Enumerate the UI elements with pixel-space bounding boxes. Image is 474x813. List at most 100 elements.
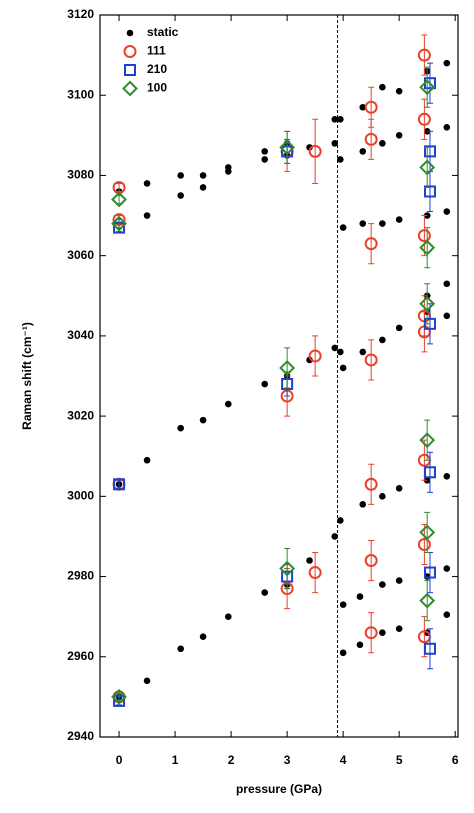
error-bar [284,347,291,389]
data-point [423,145,436,158]
error-bar [368,463,375,505]
error-bar [312,118,319,184]
data-point [339,224,347,231]
data-point [419,524,436,541]
data-point [261,589,269,596]
data-point [177,424,184,432]
data-point [443,124,451,131]
data-point [279,139,296,156]
y-tick-label: 3040 [67,328,94,342]
data-point [199,633,207,641]
error-bar [421,523,428,566]
data-point [339,649,347,657]
data-point [423,466,436,479]
data-point [339,364,347,372]
data-point [337,348,344,356]
x-tick-label: 6 [452,753,459,767]
data-point [364,554,378,568]
data-point [224,400,232,408]
error-bar [116,182,123,192]
error-bar [424,580,431,622]
data-point [379,83,386,91]
legend-label: 100 [147,81,167,95]
data-point [419,295,436,312]
data-point [364,100,378,114]
data-point [419,432,436,449]
data-point [199,416,207,424]
error-bar [424,227,431,269]
data-point [395,485,403,492]
data-point [379,220,386,227]
data-point [143,677,151,685]
data-point [111,191,127,208]
data-point [423,642,436,655]
error-bar [368,118,375,160]
error-bar [421,215,428,257]
legend-label: 111 [147,44,166,58]
y-tick-label: 2980 [67,569,94,583]
data-point [419,79,436,96]
y-tick-label: 2940 [67,729,94,743]
error-bar [421,98,428,140]
x-tick-label: 2 [228,753,235,767]
data-point [364,477,378,491]
error-bar [426,551,433,594]
data-point [261,156,269,163]
y-tick-label: 2960 [67,649,94,663]
legend-marker [122,80,138,97]
legend-marker [124,64,136,76]
data-point [359,220,367,227]
error-bar [312,551,319,594]
error-bar [284,547,291,590]
data-point [356,593,364,600]
error-bar [421,311,428,353]
data-point [395,216,403,223]
x-tick-label: 5 [396,753,403,767]
error-bar [426,628,433,670]
error-bar [368,539,375,582]
error-bar [426,170,433,213]
error-bar [426,451,433,493]
data-point [177,645,184,653]
y-axis-title: Raman shift (cm⁻¹) [20,322,34,430]
data-point [443,208,451,215]
data-point [419,159,436,176]
data-point [113,478,126,491]
x-tick-label: 1 [172,753,179,767]
data-point [331,115,339,123]
data-point [224,164,232,171]
data-point [331,140,339,147]
error-bar [312,335,319,377]
error-bar [116,195,123,205]
data-point [177,192,184,199]
data-point [395,324,403,332]
data-point [395,625,403,632]
data-point [379,581,386,588]
data-point [224,613,232,620]
error-bar [424,66,431,108]
data-point [279,560,296,577]
data-point [308,566,322,580]
data-point [143,180,151,187]
legend-label: 210 [147,62,167,76]
data-point [331,344,339,352]
plot-frame [99,14,459,738]
x-tick-label: 4 [340,753,347,767]
data-point [364,626,378,640]
legend-marker [126,29,134,37]
data-point [306,557,313,564]
data-point [443,280,451,288]
x-tick-label: 0 [116,753,123,767]
data-point [339,601,347,608]
error-bar [424,511,431,553]
x-tick-label: 3 [284,753,291,767]
data-point [364,353,378,367]
data-point [177,172,184,179]
data-point [379,493,386,500]
data-point [443,565,451,572]
y-tick-label: 3100 [67,87,94,101]
y-tick-label: 3060 [67,248,94,262]
data-point [395,132,403,139]
data-point [379,336,386,344]
